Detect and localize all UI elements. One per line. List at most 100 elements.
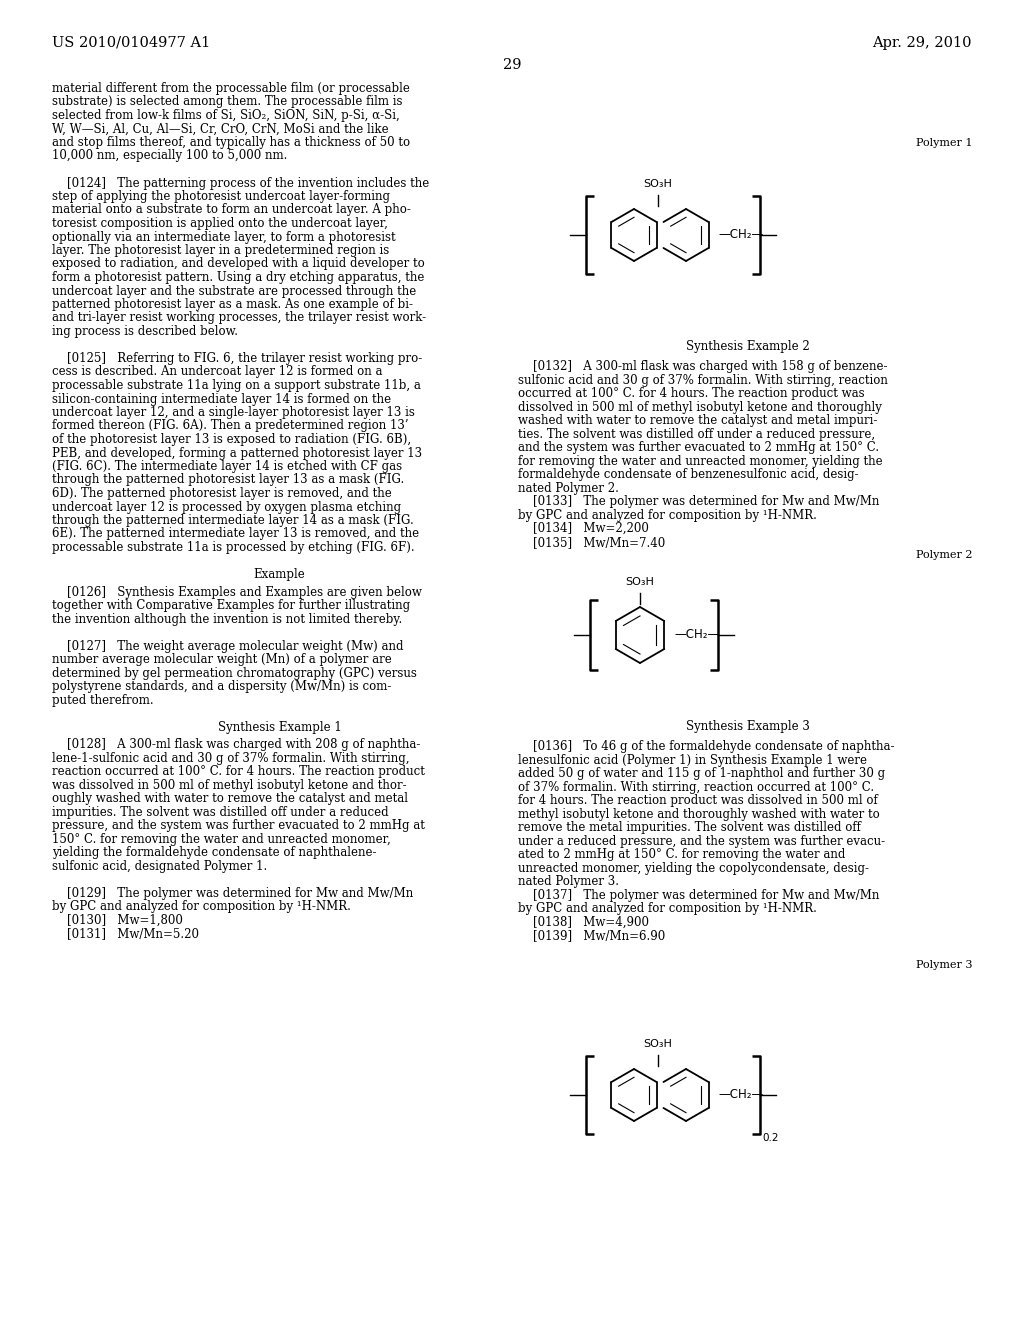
Text: through the patterned photoresist layer 13 as a mask (FIG.: through the patterned photoresist layer … — [52, 474, 404, 487]
Text: formaldehyde condensate of benzenesulfonic acid, desig-: formaldehyde condensate of benzenesulfon… — [518, 469, 859, 482]
Text: ties. The solvent was distilled off under a reduced pressure,: ties. The solvent was distilled off unde… — [518, 428, 876, 441]
Text: US 2010/0104977 A1: US 2010/0104977 A1 — [52, 36, 210, 50]
Text: by GPC and analyzed for composition by ¹H-NMR.: by GPC and analyzed for composition by ¹… — [518, 508, 817, 521]
Text: 6E). The patterned intermediate layer 13 is removed, and the: 6E). The patterned intermediate layer 13… — [52, 528, 419, 540]
Text: substrate) is selected among them. The processable film is: substrate) is selected among them. The p… — [52, 95, 402, 108]
Text: material onto a substrate to form an undercoat layer. A pho-: material onto a substrate to form an und… — [52, 203, 411, 216]
Text: nated Polymer 3.: nated Polymer 3. — [518, 875, 618, 888]
Text: puted therefrom.: puted therefrom. — [52, 693, 154, 706]
Text: Synthesis Example 2: Synthesis Example 2 — [686, 341, 810, 352]
Text: oughly washed with water to remove the catalyst and metal: oughly washed with water to remove the c… — [52, 792, 408, 805]
Text: [0128]   A 300-ml flask was charged with 208 g of naphtha-: [0128] A 300-ml flask was charged with 2… — [52, 738, 421, 751]
Text: 6D). The patterned photoresist layer is removed, and the: 6D). The patterned photoresist layer is … — [52, 487, 392, 500]
Text: lene-1-sulfonic acid and 30 g of 37% formalin. With stirring,: lene-1-sulfonic acid and 30 g of 37% for… — [52, 751, 410, 764]
Text: layer. The photoresist layer in a predetermined region is: layer. The photoresist layer in a predet… — [52, 244, 389, 257]
Text: [0130]   Mw=1,800: [0130] Mw=1,800 — [52, 913, 183, 927]
Text: of the photoresist layer 13 is exposed to radiation (FIG. 6B),: of the photoresist layer 13 is exposed t… — [52, 433, 411, 446]
Text: sulfonic acid, designated Polymer 1.: sulfonic acid, designated Polymer 1. — [52, 859, 267, 873]
Text: washed with water to remove the catalyst and metal impuri-: washed with water to remove the catalyst… — [518, 414, 878, 428]
Text: selected from low-k films of Si, SiO₂, SiON, SiN, p-Si, α-Si,: selected from low-k films of Si, SiO₂, S… — [52, 110, 399, 121]
Text: [0133]   The polymer was determined for Mw and Mw/Mn: [0133] The polymer was determined for Mw… — [518, 495, 880, 508]
Text: methyl isobutyl ketone and thoroughly washed with water to: methyl isobutyl ketone and thoroughly wa… — [518, 808, 880, 821]
Text: together with Comparative Examples for further illustrating: together with Comparative Examples for f… — [52, 599, 411, 612]
Text: exposed to radiation, and developed with a liquid developer to: exposed to radiation, and developed with… — [52, 257, 425, 271]
Text: [0135]   Mw/Mn=7.40: [0135] Mw/Mn=7.40 — [518, 536, 666, 549]
Text: yielding the formaldehyde condensate of naphthalene-: yielding the formaldehyde condensate of … — [52, 846, 377, 859]
Text: [0138]   Mw=4,900: [0138] Mw=4,900 — [518, 916, 649, 929]
Text: and tri-layer resist working processes, the trilayer resist work-: and tri-layer resist working processes, … — [52, 312, 426, 325]
Text: was dissolved in 500 ml of methyl isobutyl ketone and thor-: was dissolved in 500 ml of methyl isobut… — [52, 779, 407, 792]
Text: W, W—Si, Al, Cu, Al—Si, Cr, CrO, CrN, MoSi and the like: W, W—Si, Al, Cu, Al—Si, Cr, CrO, CrN, Mo… — [52, 123, 389, 136]
Text: Polymer 2: Polymer 2 — [915, 550, 972, 560]
Text: ated to 2 mmHg at 150° C. for removing the water and: ated to 2 mmHg at 150° C. for removing t… — [518, 849, 846, 861]
Text: for removing the water and unreacted monomer, yielding the: for removing the water and unreacted mon… — [518, 455, 883, 467]
Text: SO₃H: SO₃H — [643, 1039, 673, 1049]
Text: and stop films thereof, and typically has a thickness of 50 to: and stop films thereof, and typically ha… — [52, 136, 411, 149]
Text: impurities. The solvent was distilled off under a reduced: impurities. The solvent was distilled of… — [52, 805, 389, 818]
Text: the invention although the invention is not limited thereby.: the invention although the invention is … — [52, 612, 402, 626]
Text: nated Polymer 2.: nated Polymer 2. — [518, 482, 618, 495]
Text: undercoat layer 12 is processed by oxygen plasma etching: undercoat layer 12 is processed by oxyge… — [52, 500, 401, 513]
Text: Example: Example — [254, 568, 305, 581]
Text: of 37% formalin. With stirring, reaction occurred at 100° C.: of 37% formalin. With stirring, reaction… — [518, 780, 874, 793]
Text: Polymer 1: Polymer 1 — [915, 139, 972, 148]
Text: —CH₂—: —CH₂— — [718, 228, 763, 242]
Text: unreacted monomer, yielding the copolycondensate, desig-: unreacted monomer, yielding the copolyco… — [518, 862, 869, 875]
Text: number average molecular weight (Mn) of a polymer are: number average molecular weight (Mn) of … — [52, 653, 392, 667]
Text: [0132]   A 300-ml flask was charged with 158 g of benzene-: [0132] A 300-ml flask was charged with 1… — [518, 360, 888, 374]
Text: (FIG. 6C). The intermediate layer 14 is etched with CF gas: (FIG. 6C). The intermediate layer 14 is … — [52, 459, 402, 473]
Text: form a photoresist pattern. Using a dry etching apparatus, the: form a photoresist pattern. Using a dry … — [52, 271, 424, 284]
Text: remove the metal impurities. The solvent was distilled off: remove the metal impurities. The solvent… — [518, 821, 861, 834]
Text: added 50 g of water and 115 g of 1-naphthol and further 30 g: added 50 g of water and 115 g of 1-napht… — [518, 767, 885, 780]
Text: [0125]   Referring to FIG. 6, the trilayer resist working pro-: [0125] Referring to FIG. 6, the trilayer… — [52, 352, 422, 366]
Text: material different from the processable film (or processable: material different from the processable … — [52, 82, 410, 95]
Text: toresist composition is applied onto the undercoat layer,: toresist composition is applied onto the… — [52, 216, 388, 230]
Text: for 4 hours. The reaction product was dissolved in 500 ml of: for 4 hours. The reaction product was di… — [518, 795, 878, 808]
Text: sulfonic acid and 30 g of 37% formalin. With stirring, reaction: sulfonic acid and 30 g of 37% formalin. … — [518, 374, 888, 387]
Text: dissolved in 500 ml of methyl isobutyl ketone and thoroughly: dissolved in 500 ml of methyl isobutyl k… — [518, 401, 882, 413]
Text: undercoat layer and the substrate are processed through the: undercoat layer and the substrate are pr… — [52, 285, 416, 297]
Text: by GPC and analyzed for composition by ¹H-NMR.: by GPC and analyzed for composition by ¹… — [52, 900, 351, 913]
Text: Synthesis Example 3: Synthesis Example 3 — [686, 719, 810, 733]
Text: formed thereon (FIG. 6A). Then a predetermined region 13’: formed thereon (FIG. 6A). Then a predete… — [52, 420, 409, 433]
Text: 29: 29 — [503, 58, 521, 73]
Text: silicon-containing intermediate layer 14 is formed on the: silicon-containing intermediate layer 14… — [52, 392, 391, 405]
Text: —CH₂—: —CH₂— — [718, 1089, 763, 1101]
Text: pressure, and the system was further evacuated to 2 mmHg at: pressure, and the system was further eva… — [52, 820, 425, 832]
Text: reaction occurred at 100° C. for 4 hours. The reaction product: reaction occurred at 100° C. for 4 hours… — [52, 766, 425, 777]
Text: [0131]   Mw/Mn=5.20: [0131] Mw/Mn=5.20 — [52, 927, 199, 940]
Text: [0134]   Mw=2,200: [0134] Mw=2,200 — [518, 523, 649, 535]
Text: processable substrate 11a lying on a support substrate 11b, a: processable substrate 11a lying on a sup… — [52, 379, 421, 392]
Text: Synthesis Example 1: Synthesis Example 1 — [218, 721, 341, 734]
Text: [0127]   The weight average molecular weight (Mw) and: [0127] The weight average molecular weig… — [52, 640, 403, 652]
Text: undercoat layer 12, and a single-layer photoresist layer 13 is: undercoat layer 12, and a single-layer p… — [52, 407, 415, 418]
Text: SO₃H: SO₃H — [626, 577, 654, 587]
Text: ing process is described below.: ing process is described below. — [52, 325, 238, 338]
Text: [0124]   The patterning process of the invention includes the: [0124] The patterning process of the inv… — [52, 177, 429, 190]
Text: [0136]   To 46 g of the formaldehyde condensate of naphtha-: [0136] To 46 g of the formaldehyde conde… — [518, 741, 895, 754]
Text: under a reduced pressure, and the system was further evacu-: under a reduced pressure, and the system… — [518, 834, 885, 847]
Text: 150° C. for removing the water and unreacted monomer,: 150° C. for removing the water and unrea… — [52, 833, 391, 846]
Text: —CH₂—: —CH₂— — [674, 628, 719, 642]
Text: processable substrate 11a is processed by etching (FIG. 6F).: processable substrate 11a is processed b… — [52, 541, 415, 554]
Text: by GPC and analyzed for composition by ¹H-NMR.: by GPC and analyzed for composition by ¹… — [518, 903, 817, 915]
Text: 10,000 nm, especially 100 to 5,000 nm.: 10,000 nm, especially 100 to 5,000 nm. — [52, 149, 288, 162]
Text: [0126]   Synthesis Examples and Examples are given below: [0126] Synthesis Examples and Examples a… — [52, 586, 422, 598]
Text: occurred at 100° C. for 4 hours. The reaction product was: occurred at 100° C. for 4 hours. The rea… — [518, 387, 864, 400]
Text: [0129]   The polymer was determined for Mw and Mw/Mn: [0129] The polymer was determined for Mw… — [52, 887, 414, 900]
Text: 0.2: 0.2 — [762, 1133, 778, 1143]
Text: cess is described. An undercoat layer 12 is formed on a: cess is described. An undercoat layer 12… — [52, 366, 383, 379]
Text: [0137]   The polymer was determined for Mw and Mw/Mn: [0137] The polymer was determined for Mw… — [518, 888, 880, 902]
Text: Apr. 29, 2010: Apr. 29, 2010 — [872, 36, 972, 50]
Text: determined by gel permeation chromatography (GPC) versus: determined by gel permeation chromatogra… — [52, 667, 417, 680]
Text: lenesulfonic acid (Polymer 1) in Synthesis Example 1 were: lenesulfonic acid (Polymer 1) in Synthes… — [518, 754, 867, 767]
Text: Polymer 3: Polymer 3 — [915, 960, 972, 970]
Text: PEB, and developed, forming a patterned photoresist layer 13: PEB, and developed, forming a patterned … — [52, 446, 422, 459]
Text: step of applying the photoresist undercoat layer-forming: step of applying the photoresist underco… — [52, 190, 390, 203]
Text: [0139]   Mw/Mn=6.90: [0139] Mw/Mn=6.90 — [518, 929, 666, 942]
Text: through the patterned intermediate layer 14 as a mask (FIG.: through the patterned intermediate layer… — [52, 513, 414, 527]
Text: polystyrene standards, and a dispersity (Mw/Mn) is com-: polystyrene standards, and a dispersity … — [52, 680, 391, 693]
Text: SO₃H: SO₃H — [643, 180, 673, 189]
Text: optionally via an intermediate layer, to form a photoresist: optionally via an intermediate layer, to… — [52, 231, 395, 243]
Text: patterned photoresist layer as a mask. As one example of bi-: patterned photoresist layer as a mask. A… — [52, 298, 413, 312]
